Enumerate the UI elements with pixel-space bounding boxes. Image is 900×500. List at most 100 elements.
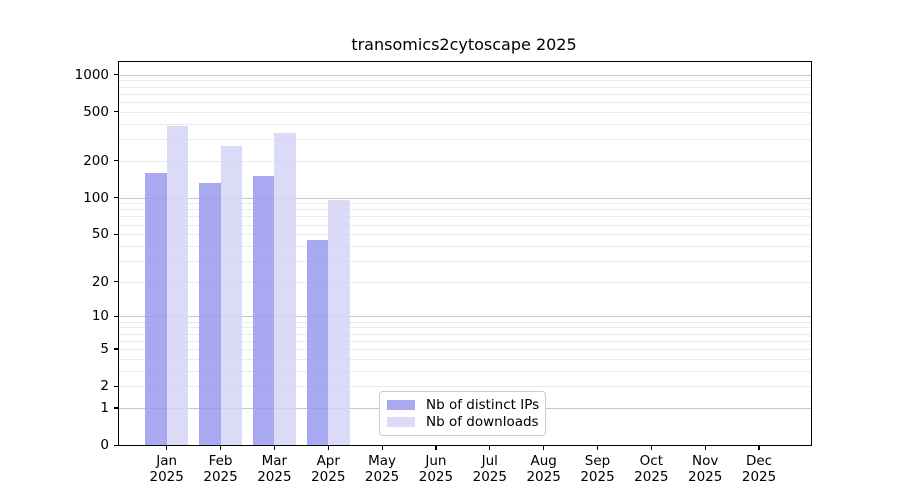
y-axis-tick-label: 100 <box>83 189 109 206</box>
x-tick-mark <box>327 445 329 450</box>
gridline-minor <box>119 80 811 82</box>
x-tick-mark <box>381 445 383 450</box>
x-tick-month: Jul <box>481 453 498 469</box>
y-axis-tick-label: 5 <box>100 340 109 357</box>
gridline-minor <box>119 245 811 247</box>
y-axis-tick-label: 2 <box>100 378 109 395</box>
bar-nb-of-downloads-feb <box>220 145 243 445</box>
gridline-minor <box>119 386 811 388</box>
y-axis-tick-label: 0 <box>100 437 109 453</box>
x-tick-year: 2025 <box>472 469 507 485</box>
x-tick-month: Apr <box>316 453 340 469</box>
x-axis-tick-label: Jul 2025 <box>460 453 520 485</box>
x-tick-year: 2025 <box>688 469 723 485</box>
x-tick-month: Aug <box>530 453 557 469</box>
x-axis-tick-label: Mar 2025 <box>244 453 304 485</box>
x-tick-mark <box>650 445 652 450</box>
x-tick-month: Oct <box>639 453 664 469</box>
gridline-minor <box>119 216 811 218</box>
legend-swatch-downloads-icon <box>387 417 415 427</box>
x-tick-mark <box>166 445 168 450</box>
x-tick-year: 2025 <box>741 469 777 485</box>
legend: Nb of distinct IPs Nb of downloads <box>379 391 546 436</box>
bar-nb-of-distinct-ips-jan <box>145 172 167 445</box>
legend-label-downloads: Nb of downloads <box>426 414 539 430</box>
y-tick-mark <box>114 315 119 318</box>
bar-nb-of-distinct-ips-mar <box>252 176 275 445</box>
gridline-minor <box>119 260 811 262</box>
x-tick-year: 2025 <box>311 469 346 485</box>
gridline-minor <box>119 281 811 283</box>
chart-title: transomics2cytoscape 2025 <box>351 35 577 54</box>
y-tick-mark <box>114 407 119 409</box>
y-tick-mark <box>114 74 119 76</box>
x-tick-mark <box>489 445 491 450</box>
bar-nb-of-distinct-ips-feb <box>198 182 221 445</box>
legend-item-distinct-ips: Nb of distinct IPs <box>387 397 540 413</box>
x-tick-year: 2025 <box>418 469 454 485</box>
y-tick-mark <box>114 233 119 235</box>
gridline-minor <box>119 224 811 226</box>
gridline-minor <box>119 348 811 350</box>
x-tick-year: 2025 <box>580 469 615 485</box>
x-tick-mark <box>435 445 437 450</box>
gridline-minor <box>119 86 811 88</box>
plot-area: 0 1 2 5 10 20 50 100 200 500 1000 Jan 2025 Feb 2025 Mar… <box>75 61 812 485</box>
x-tick-mark <box>543 445 545 450</box>
gridline-minor <box>119 93 811 95</box>
y-tick-mark <box>114 385 119 387</box>
gridline-minor <box>119 139 811 141</box>
x-tick-mark <box>273 445 275 450</box>
legend-item-downloads: Nb of downloads <box>387 414 539 430</box>
bar-nb-of-downloads-jan <box>166 126 189 445</box>
x-tick-month: Dec <box>745 453 773 469</box>
x-tick-mark <box>704 445 706 450</box>
x-axis-tick-label: Oct 2025 <box>621 453 681 485</box>
y-axis-tick-label: 500 <box>83 103 109 120</box>
gridline-minor <box>119 321 811 323</box>
x-axis-tick-label: May 2025 <box>352 453 412 485</box>
gridline-major <box>119 316 811 318</box>
x-tick-month: Nov <box>692 453 719 469</box>
bar-nb-of-downloads-mar <box>274 133 296 445</box>
y-tick-mark <box>114 197 119 199</box>
bar-nb-of-downloads-apr <box>328 200 350 445</box>
x-tick-year: 2025 <box>634 469 669 485</box>
x-tick-month: Mar <box>261 453 288 469</box>
x-tick-month: Feb <box>208 453 233 469</box>
x-tick-mark <box>758 445 760 450</box>
x-tick-mark <box>219 445 222 450</box>
gridline-minor <box>119 160 811 162</box>
x-axis-tick-label: Apr 2025 <box>298 453 358 485</box>
y-axis-tick-label: 1000 <box>74 66 109 83</box>
gridline-minor <box>119 111 811 113</box>
x-tick-year: 2025 <box>364 469 400 485</box>
x-tick-year: 2025 <box>526 469 561 485</box>
y-tick-mark <box>114 160 119 162</box>
gridline-minor <box>119 203 811 205</box>
x-axis-tick-label: Nov 2025 <box>675 453 735 485</box>
gridline-major <box>119 74 811 76</box>
y-axis-tick-label: 50 <box>91 226 109 243</box>
x-axis-tick-label: Dec 2025 <box>729 453 789 485</box>
y-axis-tick-label: 10 <box>91 308 109 325</box>
gridline-minor <box>119 370 811 372</box>
gridline-major <box>119 197 811 199</box>
legend-swatch-distinct-ips-icon <box>387 400 415 410</box>
y-tick-mark <box>114 444 119 446</box>
y-tick-mark <box>114 281 119 283</box>
x-tick-month: Sep <box>584 453 611 469</box>
x-tick-month: May <box>368 453 397 469</box>
y-tick-mark <box>114 111 119 113</box>
bar-nb-of-distinct-ips-apr <box>306 239 329 445</box>
x-tick-month: Jun <box>425 453 447 469</box>
x-axis-tick-label: Feb 2025 <box>191 453 251 485</box>
y-tick-mark <box>114 348 119 350</box>
gridline-minor <box>119 209 811 211</box>
y-axis-tick-label: 20 <box>91 273 109 290</box>
gridline-minor <box>119 101 811 103</box>
legend-label-distinct-ips: Nb of distinct IPs <box>426 397 540 413</box>
x-tick-year: 2025 <box>257 469 292 485</box>
gridline-minor <box>119 340 811 342</box>
x-tick-month: Jan <box>156 453 178 469</box>
